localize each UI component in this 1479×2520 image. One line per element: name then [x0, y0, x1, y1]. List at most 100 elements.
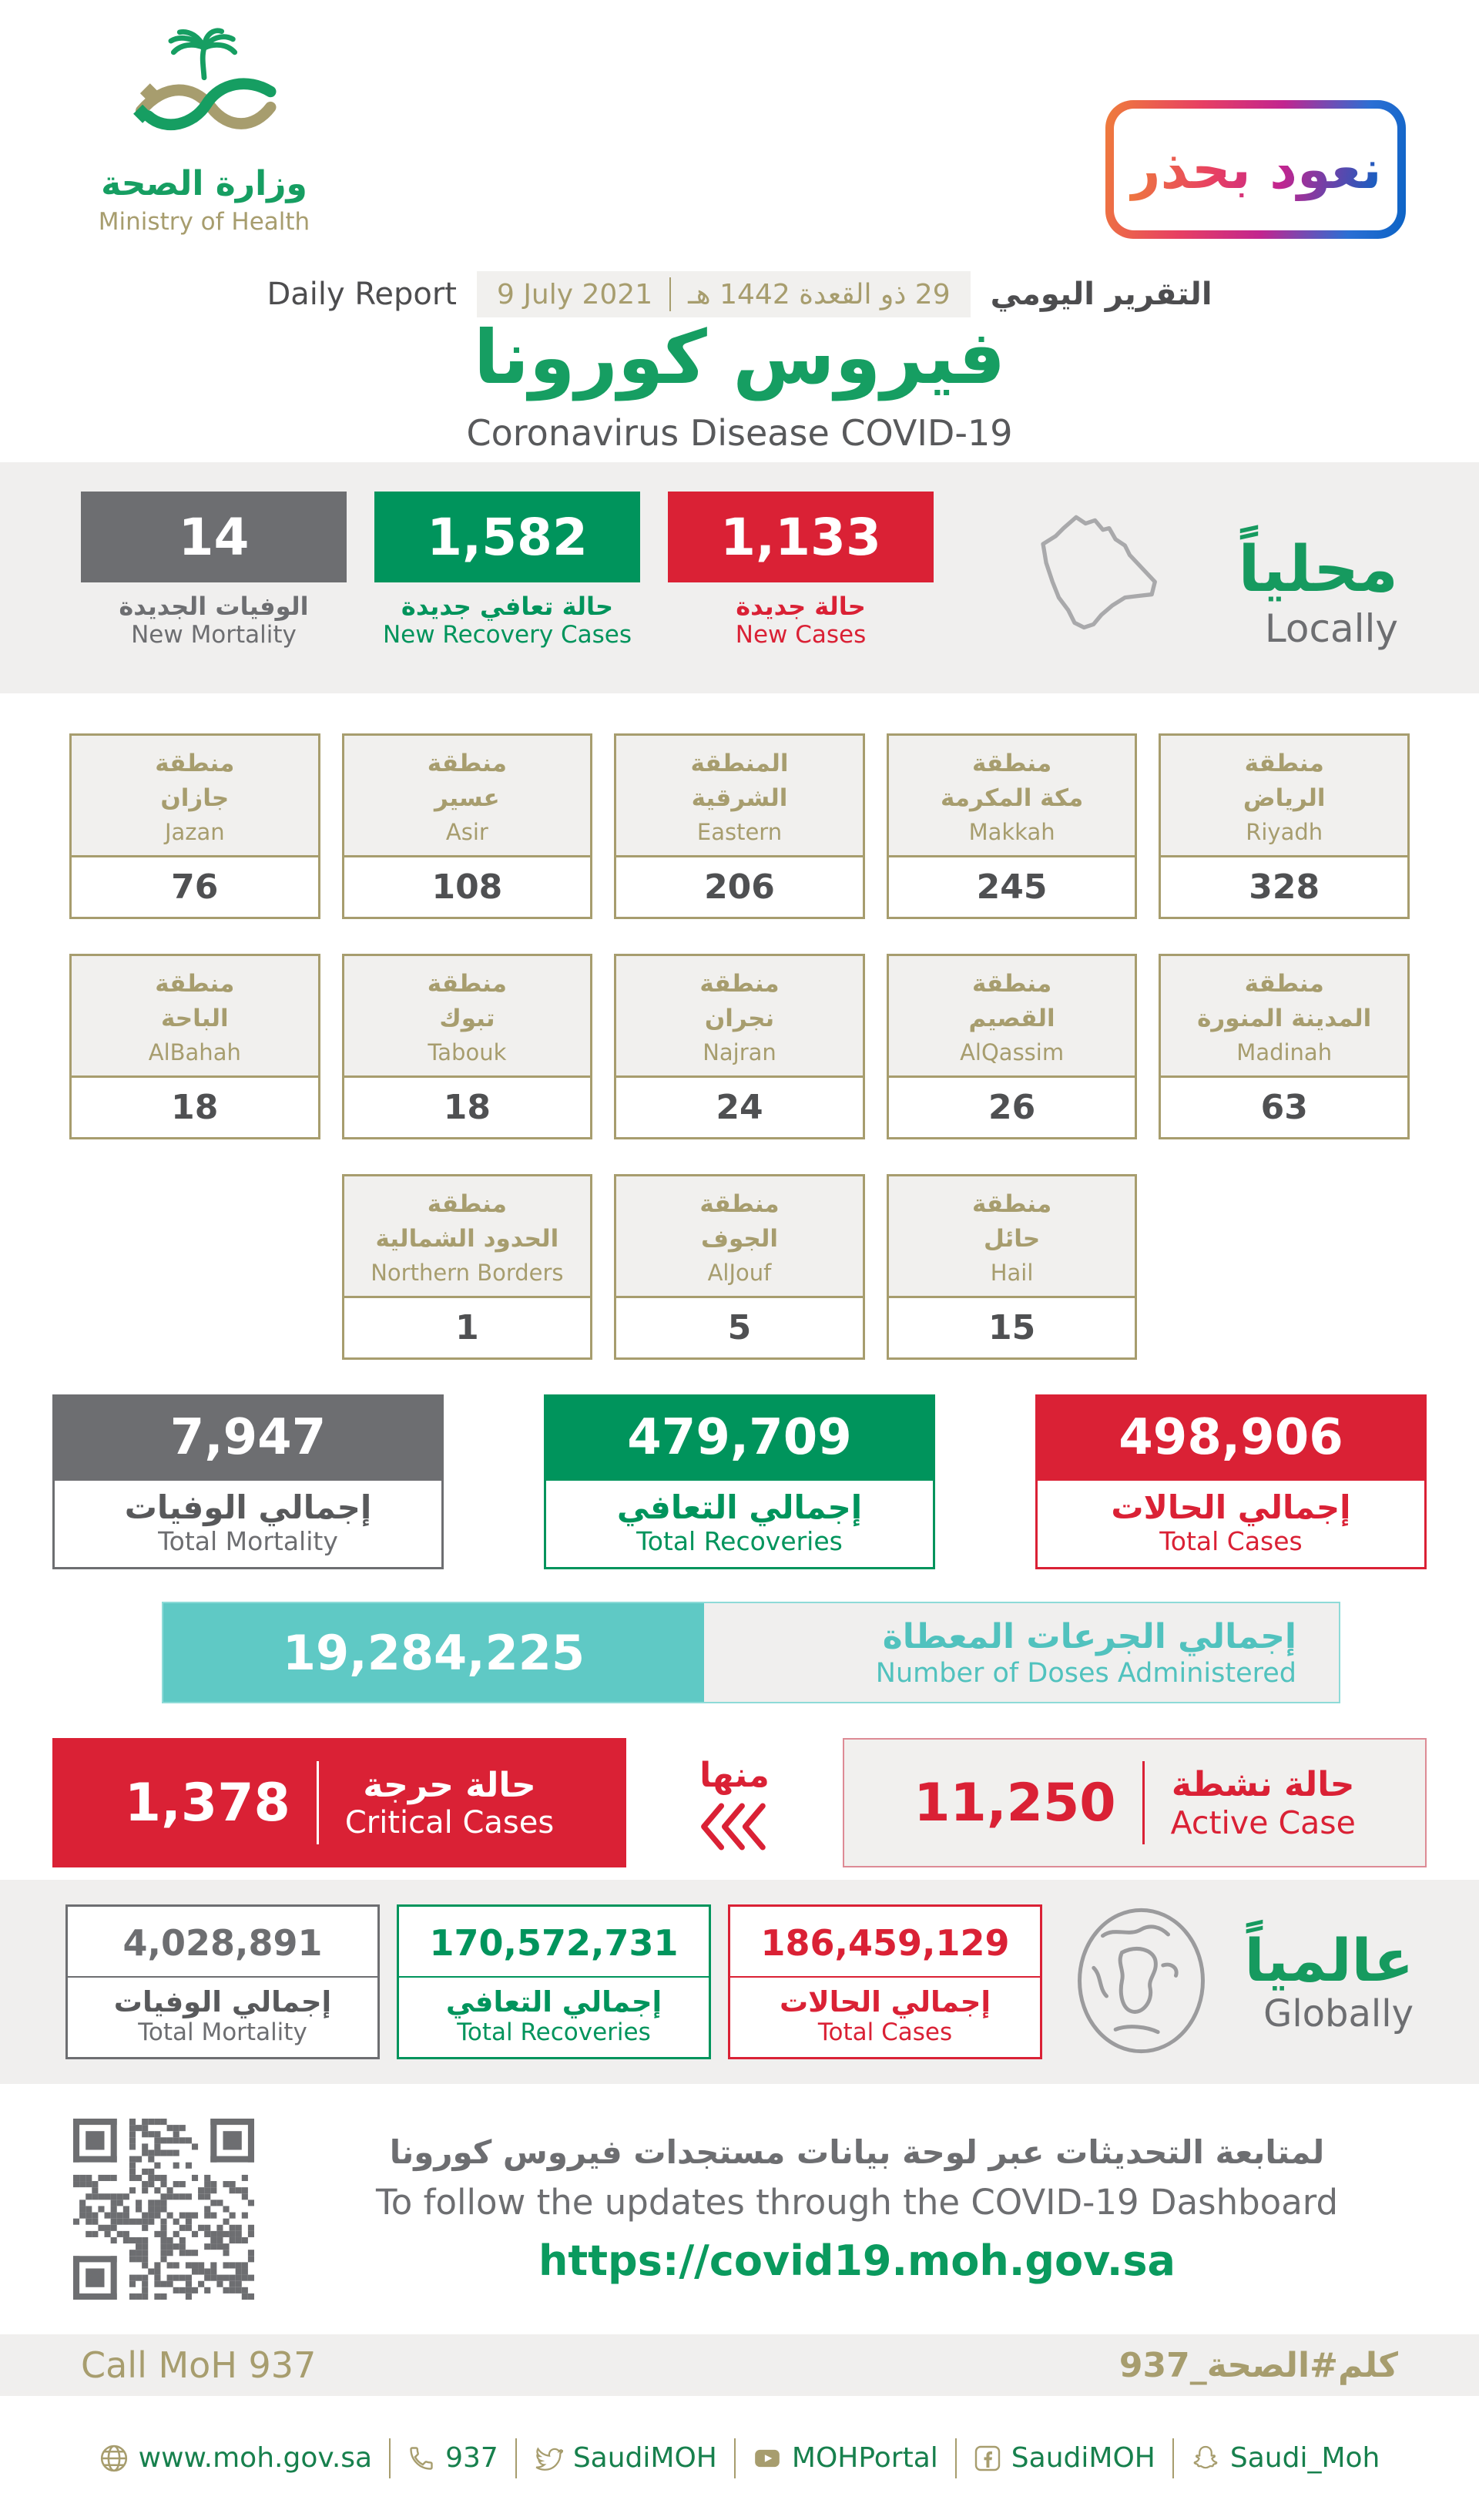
footer-separator	[389, 2438, 391, 2478]
locally-band: 14 الوفيات الجديدة New Mortality 1,582 ح…	[0, 462, 1479, 693]
region-card-najran: منطقة نجران Najran 24	[614, 954, 865, 1139]
region-name-ar: منطقة	[427, 750, 507, 777]
region-name-en: Tabouk	[428, 1039, 507, 1065]
call-moh-label-en: Call MoH 937	[81, 2344, 317, 2386]
footer-facebook-label: SaudiMOH	[1011, 2442, 1155, 2474]
facebook-icon	[974, 2445, 1000, 2471]
footer-snapchat-label: Saudi_Moh	[1229, 2442, 1380, 2474]
of-which-indicator: منها	[698, 1756, 772, 1851]
page-title-english: Coronavirus Disease COVID-19	[466, 412, 1013, 454]
region-name-ar2: مكة المكرمة	[941, 784, 1084, 812]
dashboard-url-link[interactable]: https://covid19.moh.gov.sa	[538, 2236, 1175, 2285]
region-card-albahah: منطقة الباحة AlBahah 18	[69, 954, 320, 1139]
global-cases-label-en: Total Cases	[817, 2018, 953, 2046]
global-recoveries-card: 170,572,731 إجمالي التعافي Total Recover…	[397, 1904, 711, 2059]
region-name-ar2: عسير	[434, 784, 500, 812]
global-recoveries-label-en: Total Recoveries	[457, 2018, 651, 2046]
total-mortality-card: 7,947 إجمالي الوفيات Total Mortality	[52, 1394, 444, 1569]
hijri-date: 29 ذو القعدة 1442 هـ	[688, 278, 951, 310]
badge-text: نعود بحذر	[1129, 138, 1382, 201]
footer-separator	[954, 2438, 957, 2478]
footer-youtube-label: MOHPortal	[791, 2442, 938, 2474]
critical-label-en: Critical Cases	[344, 1804, 555, 1841]
region-name-ar2: الشرقية	[691, 784, 788, 812]
globe-icon	[1078, 1908, 1205, 2053]
region-card-madinah: منطقة المدينة المنورة Madinah 63	[1159, 954, 1410, 1139]
logo-english-name: Ministry of Health	[98, 208, 310, 236]
region-name-ar: منطقة	[155, 750, 235, 777]
footer-item-youtube[interactable]: MOHPortal	[753, 2442, 938, 2474]
region-card-jazan: منطقة جازان Jazan 76	[69, 733, 320, 919]
region-name-en: Asir	[445, 818, 488, 845]
snapchat-icon	[1193, 2445, 1218, 2468]
globe-icon	[100, 2445, 127, 2471]
total-recoveries-value: 479,709	[544, 1394, 935, 1481]
region-card-northern-borders: منطقة الحدود الشمالية Northern Borders 1	[341, 1174, 593, 1360]
locally-label-ar: محلياً	[1238, 532, 1398, 606]
footer-item-twitter[interactable]: SaudiMOH	[534, 2442, 717, 2474]
new-cases-label-en: New Cases	[735, 621, 867, 649]
new-mortality-stat: 14 الوفيات الجديدة New Mortality	[81, 492, 347, 693]
doses-label-ar: إجمالي الجرعات المعطاة	[882, 1616, 1296, 1656]
footer-item-snapchat[interactable]: Saudi_Moh	[1191, 2442, 1380, 2474]
region-name-ar2: الجوف	[700, 1224, 779, 1253]
region-name-ar: منطقة	[699, 1190, 780, 1218]
global-mortality-label-en: Total Mortality	[138, 2018, 307, 2046]
call-band: Call MoH 937 كلم#الصحة_937	[0, 2334, 1479, 2396]
total-cases-label-ar: إجمالي الحالات	[1111, 1488, 1351, 1526]
global-mortality-value: 4,028,891	[68, 1907, 377, 1978]
region-card-riyadh: منطقة الرياض Riyadh 328	[1159, 733, 1410, 919]
region-value: 24	[616, 1078, 863, 1137]
region-card-alqassim: منطقة القصيم AlQassim 26	[886, 954, 1138, 1139]
footer-item-phone[interactable]: 937	[407, 2442, 498, 2474]
new-mortality-label-en: New Mortality	[131, 621, 297, 649]
region-card-eastern: المنطقة الشرقية Eastern 206	[614, 733, 865, 919]
regions-grid: منطقة جازان Jazan 76 منطقة عسير Asir 108…	[0, 693, 1479, 1394]
global-recoveries-label-ar: إجمالي التعافي	[445, 1985, 662, 2018]
new-cases-stat: 1,133 حالة جديدة New Cases	[668, 492, 934, 693]
globally-label-en: Globally	[1263, 1992, 1414, 2036]
critical-cases-value: 1,378	[124, 1772, 290, 1834]
dashboard-section: لمتابعة التحديثات عبر لوحة بيانات مستجدا…	[0, 2084, 1479, 2334]
region-name-en: Hail	[990, 1259, 1034, 1286]
region-card-hail: منطقة حائل Hail 15	[886, 1174, 1138, 1360]
footer-item-facebook[interactable]: SaudiMOH	[974, 2442, 1155, 2474]
region-value: 18	[344, 1078, 591, 1137]
footer-item-website[interactable]: www.moh.gov.sa	[99, 2442, 372, 2474]
active-cases-value: 11,250	[914, 1772, 1116, 1834]
locally-label-en: Locally	[1264, 606, 1398, 652]
global-cases-value: 186,459,129	[730, 1907, 1040, 1978]
qr-code	[73, 2119, 254, 2300]
global-cases-card: 186,459,129 إجمالي الحالات Total Cases	[728, 1904, 1042, 2059]
critical-cases-box: 1,378 حالة حرجة Critical Cases	[52, 1738, 626, 1867]
youtube-icon	[755, 2449, 780, 2467]
region-name-ar: منطقة	[699, 970, 780, 998]
new-recoveries-stat: 1,582 حالة تعافي جديدة New Recovery Case…	[374, 492, 640, 693]
footer-website-label: www.moh.gov.sa	[138, 2442, 373, 2474]
footer-separator	[515, 2438, 517, 2478]
new-cases-value: 1,133	[668, 492, 934, 582]
header: وزارة الصحة Ministry of Health نعود بحذر…	[0, 0, 1479, 462]
total-cases-card: 498,906 إجمالي الحالات Total Cases	[1035, 1394, 1427, 1569]
total-mortality-value: 7,947	[52, 1394, 444, 1481]
region-card-tabouk: منطقة تبوك Tabouk 18	[341, 954, 593, 1139]
region-name-en: Eastern	[696, 818, 783, 845]
of-which-label: منها	[699, 1755, 770, 1795]
call-moh-hashtag-ar: كلم#الصحة_937	[1118, 2345, 1398, 2385]
region-name-ar: منطقة	[972, 1190, 1052, 1218]
region-name-en: Jazan	[164, 818, 225, 845]
moh-logo: وزارة الصحة Ministry of Health	[73, 27, 335, 236]
active-cases-box: 11,250 حالة نشطة Active Case	[843, 1738, 1427, 1867]
region-name-en: Najran	[703, 1039, 776, 1065]
global-mortality-card: 4,028,891 إجمالي الوفيات Total Mortality	[65, 1904, 380, 2059]
dashboard-note-ar: لمتابعة التحديثات عبر لوحة بيانات مستجدا…	[389, 2133, 1325, 2171]
region-value: 1	[344, 1298, 591, 1357]
local-totals-row: 7,947 إجمالي الوفيات Total Mortality 479…	[0, 1394, 1479, 1579]
region-value: 328	[1161, 857, 1407, 917]
return-with-caution-badge: نعود بحذر	[1105, 100, 1406, 239]
region-name-ar2: جازان	[160, 784, 230, 812]
region-name-ar: منطقة	[972, 970, 1052, 998]
region-name-ar2: المدينة المنورة	[1197, 1004, 1372, 1032]
region-card-makkah: منطقة مكة المكرمة Makkah 245	[886, 733, 1138, 919]
doses-value: 19,284,225	[163, 1603, 704, 1702]
